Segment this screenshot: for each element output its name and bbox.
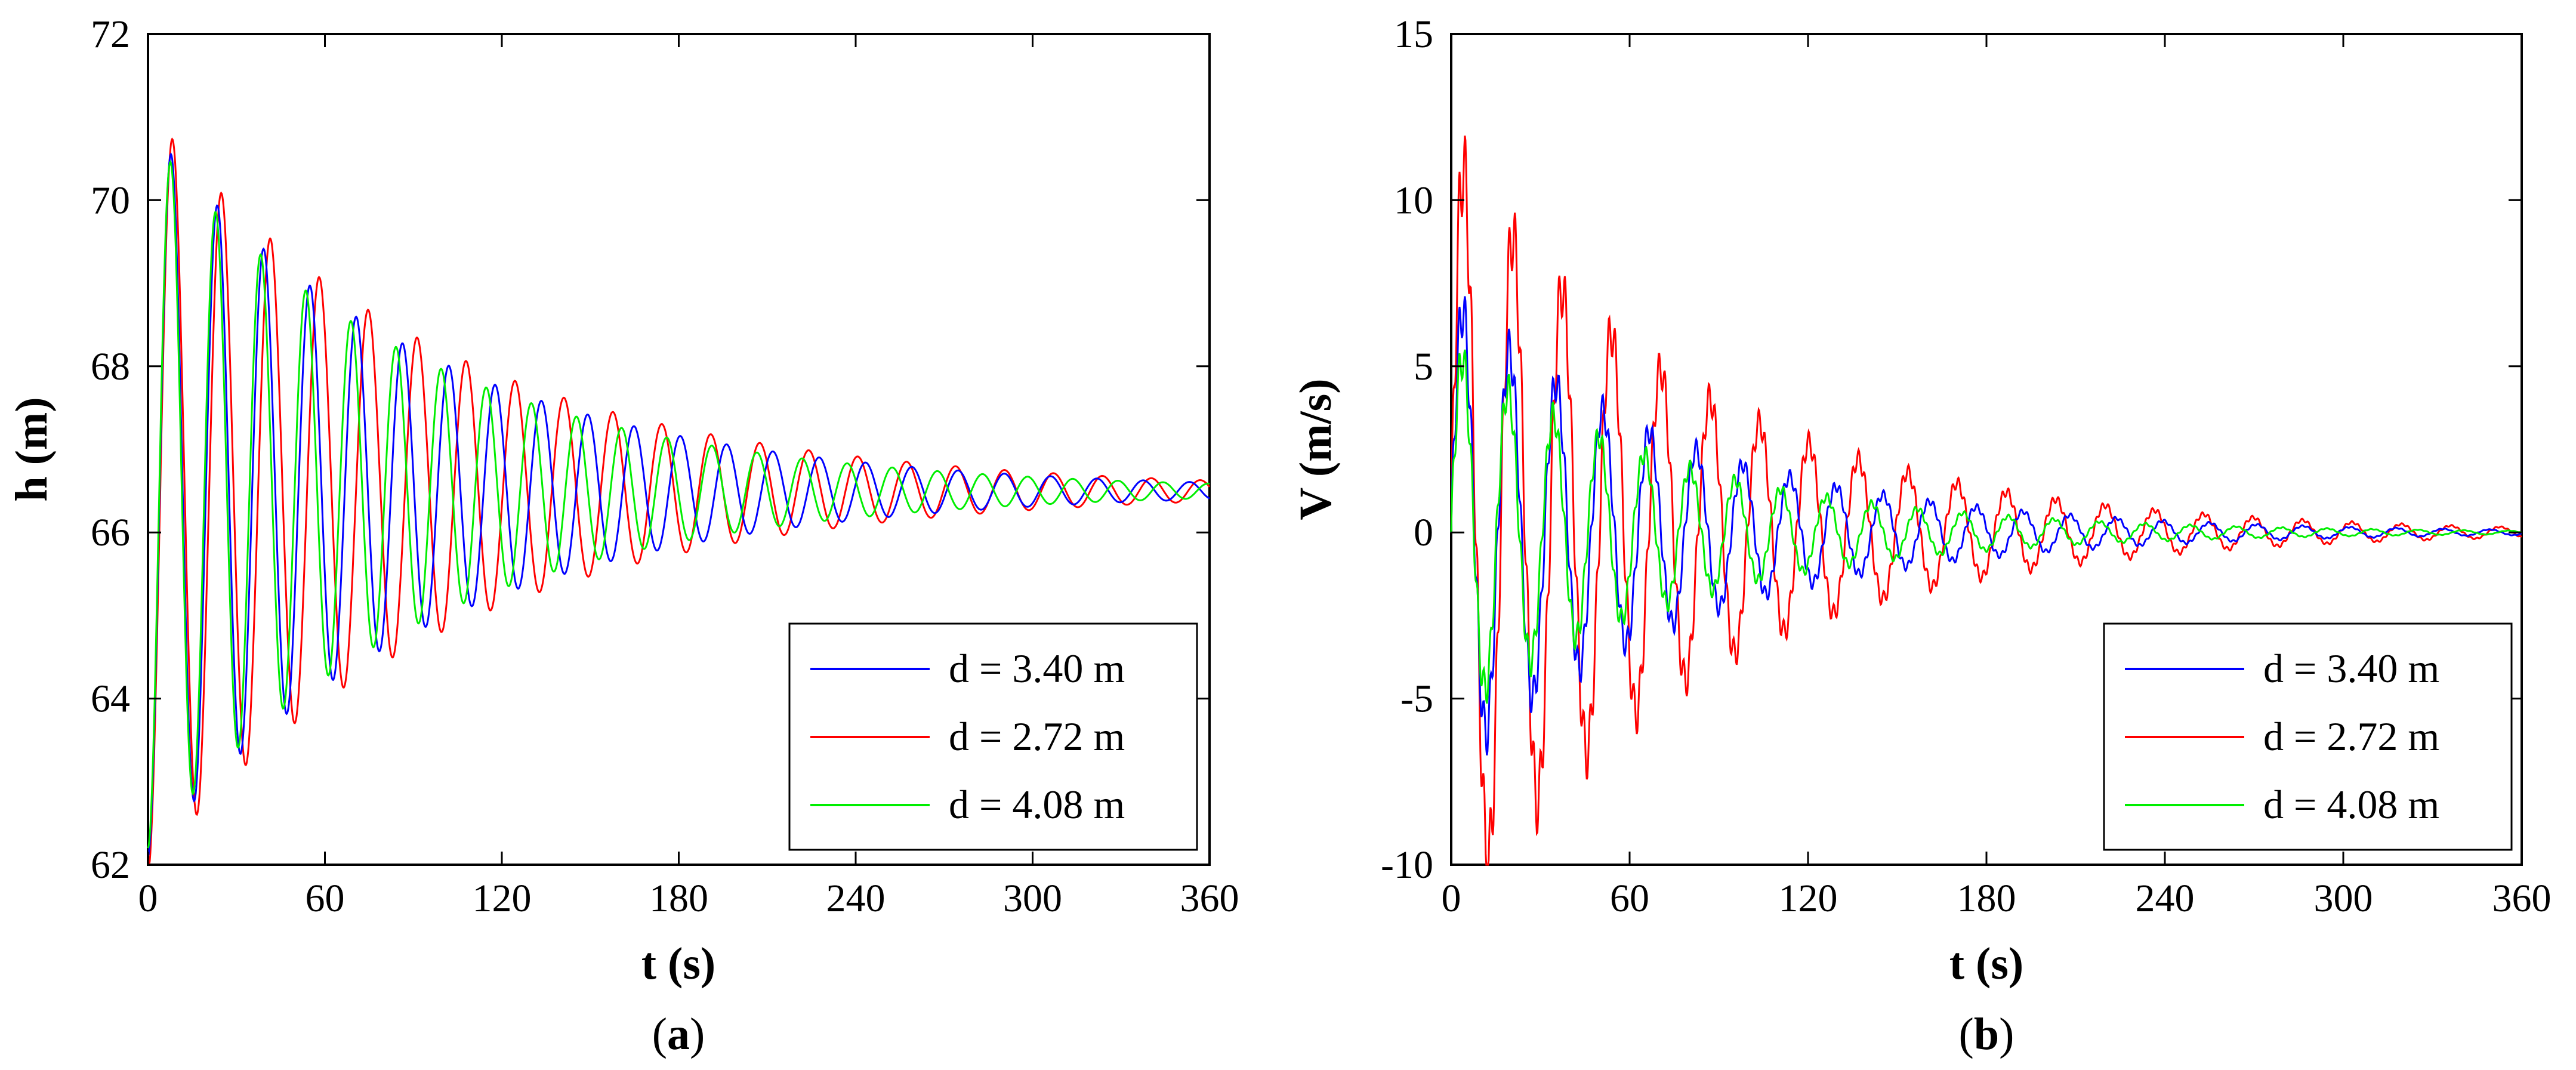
y-tick-label-b-3: 5 [1414, 345, 1433, 388]
y-tick-label-a-1: 64 [91, 677, 130, 721]
legend-label-b-1: d = 2.72 m [2263, 714, 2439, 759]
x-tick-label-b-6: 360 [2492, 877, 2552, 920]
legend-label-b-2: d = 4.08 m [2263, 782, 2439, 827]
y-tick-label-b-5: 15 [1394, 13, 1433, 56]
y-tick-label-b-4: 10 [1394, 178, 1433, 222]
caption-a-letter: a [667, 1009, 690, 1059]
legend-a: d = 3.40 m d = 2.72 m d = 4.08 m [788, 622, 1198, 851]
y-tick-label-a-3: 68 [91, 345, 130, 388]
series-lines-a [147, 137, 1211, 866]
legend-label-a-2: d = 4.08 m [949, 782, 1125, 827]
y-tick-label-a-4: 70 [91, 178, 130, 222]
x-tick-label-a-5: 300 [1003, 877, 1062, 920]
legend-label-a-0: d = 3.40 m [949, 646, 1125, 691]
x-tick-label-b-2: 120 [1779, 877, 1838, 920]
y-tick-label-a-0: 62 [91, 843, 130, 887]
y-tick-label-a-5: 72 [91, 13, 130, 56]
x-tick-label-a-3: 180 [649, 877, 708, 920]
legend-b: d = 3.40 m d = 2.72 m d = 4.08 m [2103, 622, 2513, 851]
caption-b-letter: b [1974, 1009, 1999, 1059]
panel-a: 0 60 120 180 240 300 360 62 64 66 68 70 72 h (m) t (… [7, 13, 1239, 1059]
x-tick-label-b-3: 180 [1957, 877, 2016, 920]
series-line-a-1 [148, 137, 1211, 866]
series-lines-b [1450, 135, 2522, 866]
x-tick-label-b-4: 240 [2136, 877, 2195, 920]
x-tick-label-b-5: 300 [2314, 877, 2373, 920]
y-tick-label-b-0: -10 [1381, 843, 1433, 887]
series-line-a-2 [147, 160, 1210, 849]
x-tick-label-b-1: 60 [1610, 877, 1649, 920]
ticks-b: 0 60 120 180 240 300 360 -10 -5 0 5 10 15 [1381, 13, 2551, 920]
x-tick-label-a-6: 360 [1180, 877, 1239, 920]
ticks-a: 0 60 120 180 240 300 360 62 64 66 68 70 72 [91, 13, 1239, 920]
series-line-a-0 [147, 152, 1210, 857]
x-tick-label-a-4: 240 [826, 877, 886, 920]
legend-label-b-0: d = 3.40 m [2263, 646, 2439, 691]
x-tick-label-a-1: 60 [306, 877, 345, 920]
x-tick-label-b-0: 0 [1442, 877, 1461, 920]
series-line-b-0 [1450, 296, 2522, 756]
y-axis-label-a: h (m) [7, 397, 57, 501]
y-tick-label-b-2: 0 [1414, 511, 1433, 554]
x-tick-label-a-2: 120 [473, 877, 532, 920]
y-tick-label-b-1: -5 [1400, 677, 1433, 721]
series-line-b-2 [1450, 349, 2522, 704]
x-axis-label-a: t (s) [641, 939, 716, 989]
x-axis-label-b: t (s) [1949, 939, 2024, 989]
x-tick-label-a-0: 0 [138, 877, 158, 920]
legend-label-a-1: d = 2.72 m [949, 714, 1125, 759]
panel-b: 0 60 120 180 240 300 360 -10 -5 0 5 10 15 V (m/s) t … [1291, 13, 2552, 1059]
y-axis-label-b: V (m/s) [1291, 378, 1341, 520]
caption-b: (b) [1959, 1009, 2014, 1059]
y-tick-label-a-2: 66 [91, 511, 130, 554]
caption-a: (a) [652, 1009, 705, 1059]
